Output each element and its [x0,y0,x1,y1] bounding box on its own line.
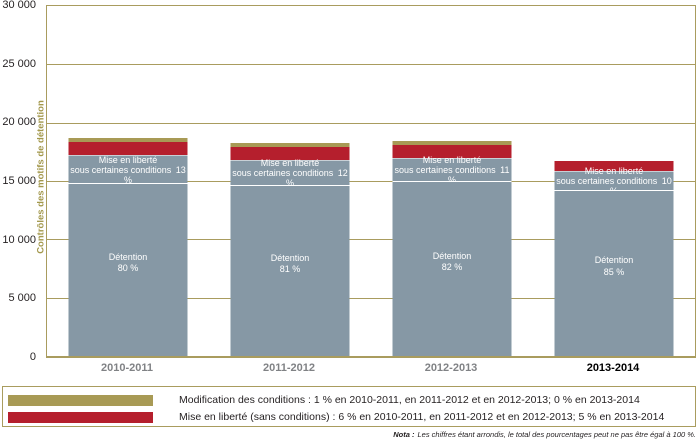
gridline-20000 [47,122,695,124]
detention-label: Détention [432,250,472,261]
segment-modification [68,138,188,143]
conditions-label-line2: sous certaines conditions 13 % [70,164,186,185]
segment-liberation [68,142,188,156]
segment-liberation [554,161,674,171]
segment-conditions: Mise en liberté sous certaines conditions… [554,166,674,196]
nota-footnote: Nota : Les chiffres étant arrondis, le to… [393,430,696,439]
conditions-label-line2: sous certaines conditions 12 % [232,167,348,188]
gridline-5000 [47,297,695,299]
x-axis-label-2013-2014: 2013-2014 [586,362,640,374]
segment-detention: Détention 81 % [230,184,350,356]
y-axis-label: 25 000 [2,57,36,70]
segment-detention: Détention 85 % [554,190,674,356]
legend-swatch-modification [8,394,153,406]
bar-group-2013-2014: Mise en liberté sous certaines conditions… [554,161,674,356]
nota-prefix: Nota : [393,430,415,439]
bar-group-2011-2012: Mise en liberté sous certaines conditions… [230,142,350,356]
legend-item-modification: Modification des conditions : 1 % en 201… [8,394,640,406]
conditions-label-line2: sous certaines conditions 11 % [394,164,510,185]
segment-conditions: Mise en liberté sous certaines conditions… [230,157,350,188]
bar-group-2010-2011: Mise en liberté sous certaines conditions… [68,138,188,356]
y-axis-label: 15 000 [2,175,36,187]
x-axis-label-2010-2011: 2010-2011 [101,362,153,374]
detention-pct-label: 85 % [603,266,625,277]
conditions-label-line1: Mise en liberté [422,154,482,165]
segment-conditions: Mise en liberté sous certaines conditions… [68,154,188,185]
conditions-label-line1: Mise en liberté [98,154,158,165]
segment-conditions: Mise en liberté sous certaines conditions… [392,154,512,185]
detention-pct-label: 82 % [441,261,463,272]
y-axis-label: 0 [29,351,36,363]
legend-label-modification: Modification des conditions : 1 % en 201… [179,394,640,406]
segment-modification [392,140,512,145]
segment-modification [230,142,350,147]
gridline-25000 [47,64,695,66]
y-axis-label: 10 000 [2,233,36,246]
plot-area: Mise en liberté sous certaines conditions… [46,5,696,358]
y-axis-label: 30 000 [2,0,36,11]
x-axis-label-2012-2013: 2012-2013 [424,362,478,374]
detention-label: Détention [108,251,148,262]
y-axis-label: 20 000 [2,116,36,129]
legend-box: Modification des conditions : 1 % en 201… [2,386,696,427]
segment-liberation [230,146,350,160]
x-axis-labels: 2010-2011 2011-2012 2012-2013 2013-2014 [46,362,694,377]
gridline-15000 [47,181,695,182]
segment-detention: Détention 82 % [392,180,512,356]
y-axis-label: 5 000 [8,292,36,305]
detention-pct-label: 81 % [279,263,301,274]
gridline-10000 [47,239,695,241]
detention-label: Détention [594,255,634,266]
segment-liberation [392,144,512,158]
detention-pct-label: 80 % [117,263,139,274]
segment-detention: Détention 80 % [68,183,188,356]
legend-label-liberation: Mise en liberté (sans conditions) : 6 % … [179,411,665,423]
detention-label: Détention [270,252,310,263]
nota-text: Les chiffres étant arrondis, le total de… [417,430,696,439]
x-axis-label-2011-2012: 2011-2012 [263,362,315,374]
legend-item-liberation: Mise en liberté (sans conditions) : 6 % … [8,411,664,423]
bar-group-2012-2013: Mise en liberté sous certaines conditions… [392,140,512,356]
y-axis-labels: 30 000 25 000 20 000 15 000 10 000 5 000 0 [0,0,38,363]
legend-swatch-liberation [8,411,153,423]
conditions-label-line1: Mise en liberté [584,165,644,176]
conditions-label-line1: Mise en liberté [260,157,320,168]
